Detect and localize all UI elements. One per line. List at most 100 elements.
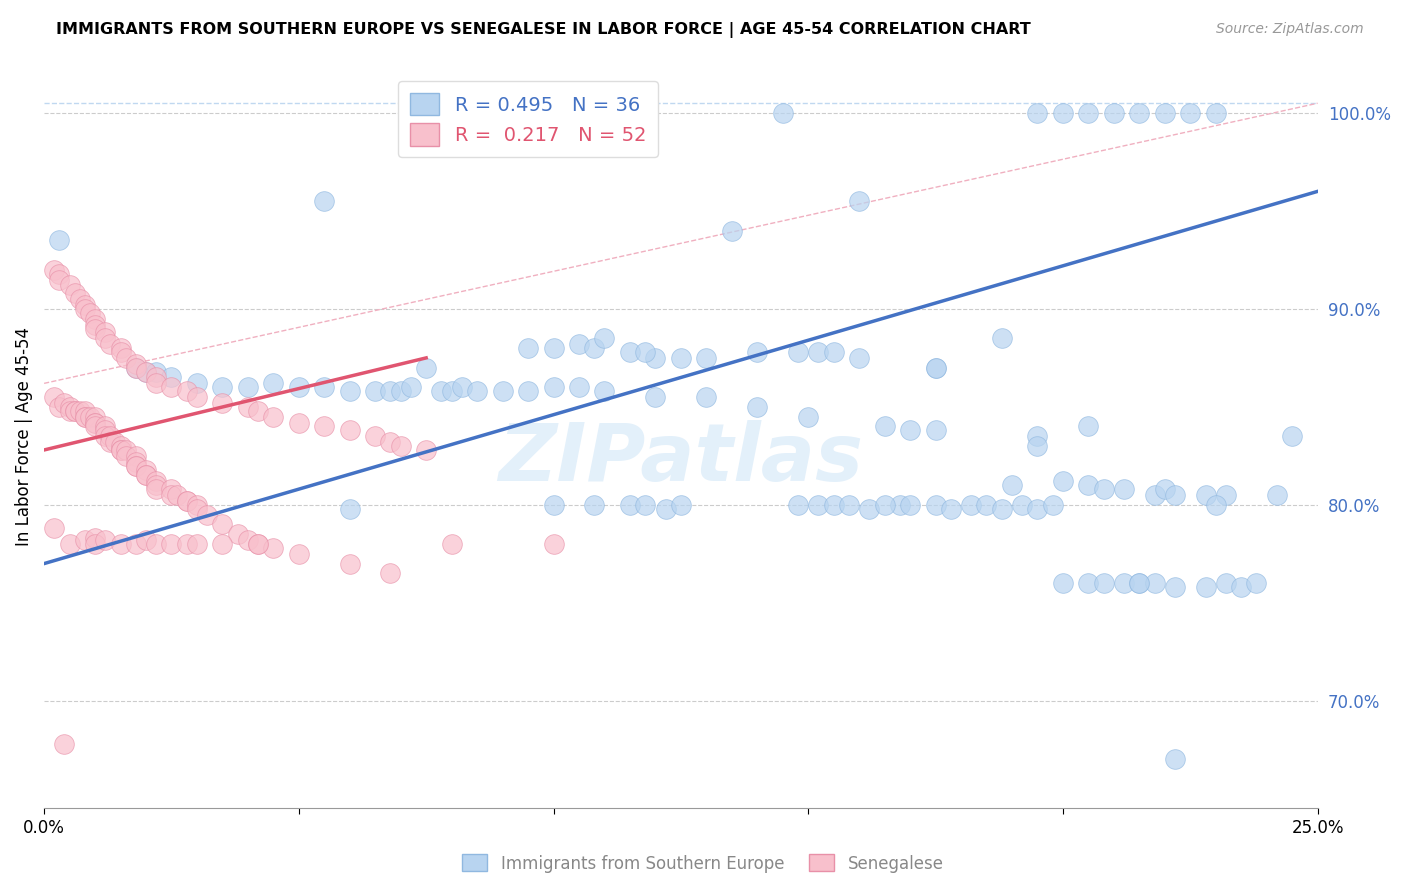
Point bbox=[593, 331, 616, 345]
Point bbox=[1026, 501, 1049, 516]
Point bbox=[186, 501, 208, 516]
Point bbox=[583, 498, 606, 512]
Point bbox=[1052, 106, 1074, 120]
Point bbox=[1052, 475, 1074, 489]
Point bbox=[747, 345, 769, 359]
Point bbox=[125, 455, 148, 469]
Point bbox=[389, 384, 412, 399]
Point bbox=[654, 501, 676, 516]
Point bbox=[84, 311, 107, 326]
Point bbox=[1128, 576, 1150, 591]
Point bbox=[1164, 488, 1187, 502]
Point bbox=[1026, 439, 1049, 453]
Point bbox=[186, 537, 208, 551]
Point bbox=[135, 365, 157, 379]
Point bbox=[568, 337, 591, 351]
Point bbox=[145, 376, 167, 391]
Point bbox=[1092, 482, 1115, 496]
Point bbox=[450, 380, 472, 394]
Point bbox=[1215, 488, 1237, 502]
Point bbox=[186, 376, 208, 391]
Point bbox=[247, 404, 270, 418]
Point bbox=[98, 435, 121, 450]
Text: IMMIGRANTS FROM SOUTHERN EUROPE VS SENEGALESE IN LABOR FORCE | AGE 45-54 CORRELA: IMMIGRANTS FROM SOUTHERN EUROPE VS SENEG… bbox=[56, 22, 1031, 38]
Point bbox=[568, 380, 591, 394]
Point bbox=[1194, 580, 1216, 594]
Point bbox=[339, 384, 361, 399]
Point bbox=[166, 488, 188, 502]
Point bbox=[48, 267, 70, 281]
Text: Source: ZipAtlas.com: Source: ZipAtlas.com bbox=[1216, 22, 1364, 37]
Point bbox=[44, 262, 66, 277]
Point bbox=[380, 566, 402, 581]
Point bbox=[110, 442, 132, 457]
Point bbox=[873, 419, 896, 434]
Point bbox=[924, 360, 946, 375]
Point bbox=[125, 458, 148, 473]
Point bbox=[114, 449, 136, 463]
Point bbox=[135, 533, 157, 547]
Point bbox=[339, 423, 361, 437]
Point bbox=[1128, 576, 1150, 591]
Point bbox=[720, 223, 742, 237]
Point bbox=[976, 498, 998, 512]
Point bbox=[160, 370, 183, 384]
Point bbox=[440, 537, 463, 551]
Point bbox=[1042, 498, 1064, 512]
Point bbox=[1052, 576, 1074, 591]
Point bbox=[990, 501, 1012, 516]
Point bbox=[339, 557, 361, 571]
Point bbox=[145, 475, 167, 489]
Point bbox=[1077, 419, 1099, 434]
Point bbox=[1026, 429, 1049, 443]
Point bbox=[69, 404, 91, 418]
Point bbox=[145, 370, 167, 384]
Point bbox=[98, 337, 121, 351]
Point bbox=[939, 501, 962, 516]
Point bbox=[314, 419, 336, 434]
Point bbox=[1194, 488, 1216, 502]
Point bbox=[1128, 106, 1150, 120]
Point bbox=[160, 380, 183, 394]
Point bbox=[924, 360, 946, 375]
Point bbox=[364, 384, 387, 399]
Point bbox=[1246, 576, 1268, 591]
Point bbox=[1230, 580, 1253, 594]
Point bbox=[94, 326, 117, 340]
Point bbox=[1112, 576, 1135, 591]
Point bbox=[236, 400, 259, 414]
Point bbox=[211, 537, 233, 551]
Point bbox=[236, 533, 259, 547]
Point bbox=[543, 380, 565, 394]
Point bbox=[176, 537, 198, 551]
Point bbox=[644, 390, 666, 404]
Point bbox=[898, 423, 921, 437]
Point bbox=[44, 390, 66, 404]
Point bbox=[695, 351, 717, 365]
Point bbox=[1265, 488, 1288, 502]
Point bbox=[990, 331, 1012, 345]
Point bbox=[135, 365, 157, 379]
Point bbox=[145, 482, 167, 496]
Point bbox=[669, 498, 692, 512]
Point bbox=[53, 737, 76, 751]
Point bbox=[73, 409, 96, 424]
Point bbox=[145, 365, 167, 379]
Legend: R = 0.495   N = 36, R =  0.217   N = 52: R = 0.495 N = 36, R = 0.217 N = 52 bbox=[398, 81, 658, 157]
Point bbox=[517, 341, 540, 355]
Point bbox=[48, 272, 70, 286]
Point bbox=[125, 537, 148, 551]
Point bbox=[823, 498, 845, 512]
Point bbox=[186, 390, 208, 404]
Point bbox=[415, 360, 437, 375]
Point bbox=[94, 419, 117, 434]
Point bbox=[58, 404, 80, 418]
Point bbox=[79, 306, 101, 320]
Point bbox=[63, 404, 86, 418]
Point bbox=[84, 537, 107, 551]
Point bbox=[1001, 478, 1024, 492]
Point bbox=[288, 547, 311, 561]
Point bbox=[1112, 482, 1135, 496]
Point bbox=[262, 376, 284, 391]
Point bbox=[430, 384, 453, 399]
